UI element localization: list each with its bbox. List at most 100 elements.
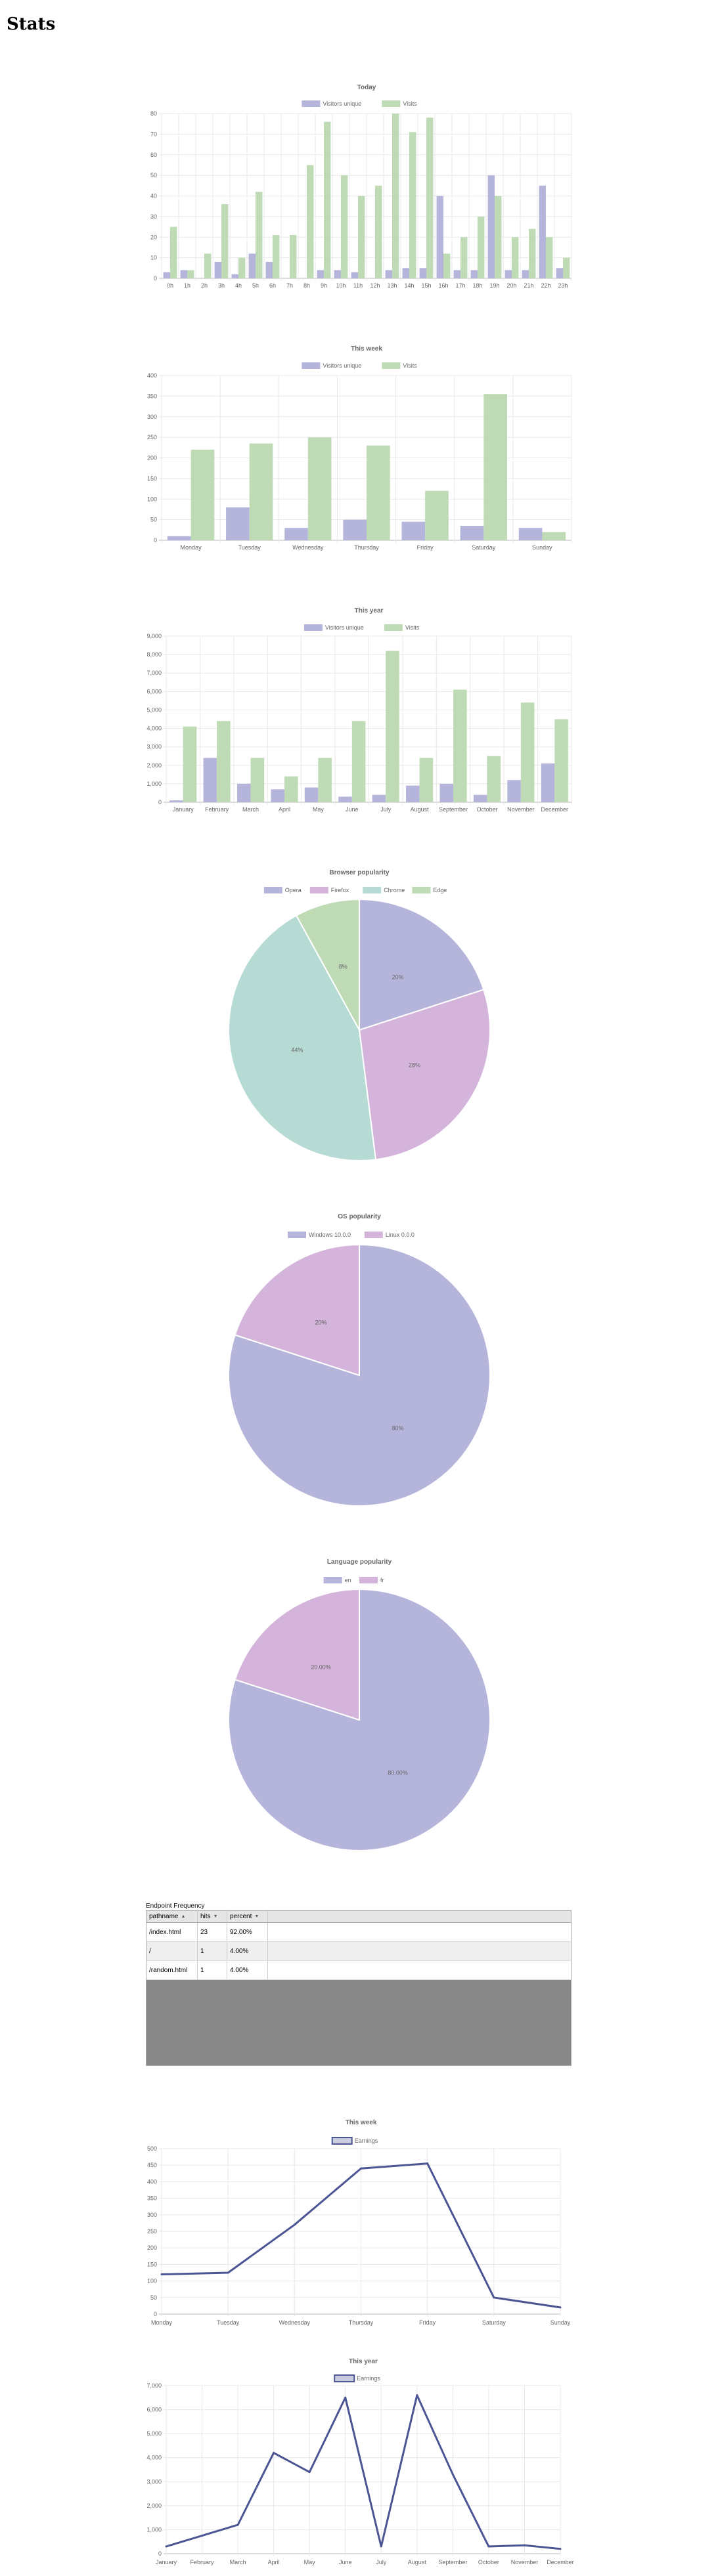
y-tick-label: 350 xyxy=(147,2195,157,2202)
table-row[interactable]: /index.html 23 92.00% xyxy=(146,1923,571,1942)
legend-swatch-chrome xyxy=(363,887,382,893)
bar-visitors-unique-thursday xyxy=(343,519,367,540)
legend-swatch-visits xyxy=(382,100,401,107)
x-tick-label: Wednesday xyxy=(279,2319,311,2326)
legend-label-chrome: Chrome xyxy=(384,887,405,893)
y-tick-label: 70 xyxy=(150,131,157,137)
bar-visits-21h xyxy=(529,228,536,278)
x-tick-label: December xyxy=(547,2559,574,2565)
bar-visitors-unique-18h xyxy=(470,270,478,278)
bar-visitors-unique-11h xyxy=(351,272,358,278)
chart-browser: Browser popularity Opera Firefox Chrome Edge… xyxy=(227,869,491,1161)
legend-swatch-visitors-unique xyxy=(303,624,323,631)
y-tick-label: 6,000 xyxy=(146,2407,162,2413)
point-earnings-september xyxy=(451,2473,454,2476)
bar-visits-11h xyxy=(358,196,365,278)
table-header-row: pathname ▲ hits ▼ percent ▼ xyxy=(146,1911,571,1923)
chart-title: This year xyxy=(349,2358,378,2365)
x-tick-label: February xyxy=(205,806,229,813)
bar-visitors-unique-1h xyxy=(180,270,187,278)
x-tick-label: Monday xyxy=(151,2319,173,2326)
point-earnings-tuesday xyxy=(227,2271,229,2274)
x-tick-label: 10h xyxy=(336,282,346,289)
endpoint-frequency-section: Endpoint Frequency pathname ▲ hits ▼ perce… xyxy=(146,1902,572,2066)
slice-opera xyxy=(359,898,485,1031)
column-header-pathname[interactable]: pathname ▲ xyxy=(146,1911,198,1922)
x-tick-label: 19h xyxy=(489,282,499,289)
column-header-hits[interactable]: hits ▼ xyxy=(198,1911,227,1922)
bar-visitors-unique-tuesday xyxy=(226,507,250,540)
y-tick-label: 20 xyxy=(150,234,157,240)
bar-visitors-unique-9h xyxy=(317,270,324,278)
bar-visits-tuesday xyxy=(249,443,273,540)
bar-visits-20h xyxy=(512,237,519,278)
bar-visitors-unique-october xyxy=(473,794,487,802)
x-tick-label: Thursday xyxy=(349,2319,374,2326)
table-row[interactable]: /random.html 1 4.00% xyxy=(146,1961,571,1980)
point-earnings-friday xyxy=(426,2162,429,2165)
bar-visitors-unique-0h xyxy=(163,272,170,278)
x-tick-label: March xyxy=(230,2559,246,2565)
x-tick-label: 3h xyxy=(218,282,225,289)
x-tick-label: September xyxy=(438,2559,467,2565)
y-tick-label: 5,000 xyxy=(146,706,162,713)
y-tick-label: 3,000 xyxy=(146,744,162,750)
y-tick-label: 1,000 xyxy=(146,781,162,787)
x-tick-label: Tuesday xyxy=(217,2319,240,2326)
point-earnings-july xyxy=(380,2545,382,2548)
chart-title: This year xyxy=(355,607,384,614)
x-tick-label: July xyxy=(376,2559,387,2565)
y-tick-label: 0 xyxy=(154,2311,157,2317)
x-tick-label: February xyxy=(191,2559,215,2565)
sort-icon[interactable]: ▼ xyxy=(254,1914,259,1919)
x-tick-label: 18h xyxy=(472,282,482,289)
bar-visits-9h xyxy=(324,121,331,278)
slice-edge xyxy=(295,898,360,1031)
cell-percent: 4.00% xyxy=(227,1942,268,1960)
y-tick-label: 3,000 xyxy=(146,2478,162,2485)
sort-icon[interactable]: ▼ xyxy=(213,1914,218,1919)
y-tick-label: 400 xyxy=(147,372,157,379)
bar-visits-19h xyxy=(495,196,502,278)
bar-visits-december xyxy=(554,719,568,802)
sort-icon[interactable]: ▲ xyxy=(181,1914,186,1919)
bar-visitors-unique-saturday xyxy=(460,526,484,540)
chart-os: OS popularity Windows 10.0.0 Linux 0.0.0 80… xyxy=(228,1213,491,1507)
y-tick-label: 100 xyxy=(147,496,157,502)
x-tick-label: Wednesday xyxy=(292,544,324,551)
slice-label-opera: 20% xyxy=(392,974,403,981)
bar-visitors-unique-15h xyxy=(419,268,426,278)
y-tick-label: 300 xyxy=(147,414,157,420)
legend-swatch-visits xyxy=(384,624,403,631)
column-header-percent[interactable]: percent ▼ xyxy=(227,1911,268,1922)
x-tick-label: January xyxy=(173,806,194,813)
y-tick-label: 200 xyxy=(147,2244,157,2251)
bar-visitors-unique-22h xyxy=(539,185,546,278)
y-tick-label: 50 xyxy=(150,2294,157,2301)
x-tick-label: 2h xyxy=(201,282,208,289)
x-tick-label: 20h xyxy=(506,282,516,289)
bar-visitors-unique-january xyxy=(169,800,183,802)
y-tick-label: 4,000 xyxy=(146,2455,162,2461)
bar-visitors-unique-june xyxy=(338,796,352,802)
y-tick-label: 1,000 xyxy=(146,2526,162,2533)
y-tick-label: 450 xyxy=(147,2162,157,2168)
legend-label-visits: Visits xyxy=(403,362,417,369)
table-row[interactable]: / 1 4.00% xyxy=(146,1942,571,1961)
x-tick-label: Saturday xyxy=(482,2319,506,2326)
slice-firefox xyxy=(358,989,491,1161)
bar-visitors-unique-friday xyxy=(401,521,426,540)
slice-linux-0-0-0 xyxy=(234,1243,360,1377)
point-earnings-thursday xyxy=(360,2167,362,2170)
slice-label-en: 80.00% xyxy=(388,1769,408,1776)
slice-label-fr: 20.00% xyxy=(311,1664,331,1671)
legend-label-edge: Edge xyxy=(433,887,447,893)
bar-visits-saturday xyxy=(483,394,507,540)
bar-visits-wednesday xyxy=(307,437,332,540)
bar-visits-15h xyxy=(426,118,434,278)
point-earnings-wednesday xyxy=(293,2223,296,2226)
legend-label-visits: Visits xyxy=(403,100,417,107)
bar-visits-23h xyxy=(563,257,570,278)
y-tick-label: 80 xyxy=(150,110,157,117)
bar-visits-4h xyxy=(238,257,246,278)
